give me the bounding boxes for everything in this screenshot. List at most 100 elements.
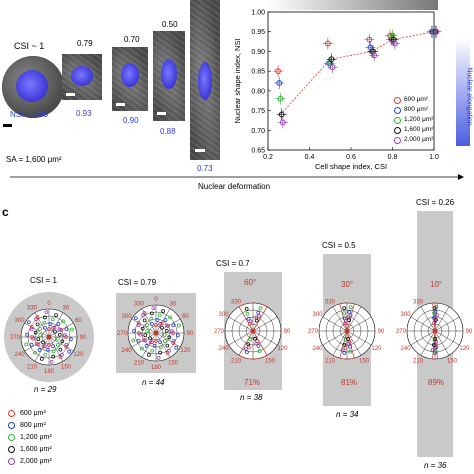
orientation-point bbox=[31, 336, 35, 341]
orientation-point bbox=[60, 339, 65, 344]
csi-label-3: 0.70 bbox=[124, 35, 140, 44]
orientation-point bbox=[342, 342, 347, 347]
orientation-point bbox=[56, 322, 61, 326]
scale-bar bbox=[116, 103, 125, 106]
orientation-point bbox=[171, 338, 176, 343]
orientation-point bbox=[431, 343, 436, 347]
orientation-point bbox=[432, 342, 437, 346]
orientation-point bbox=[63, 333, 67, 338]
polar-angle-label: 300 bbox=[15, 318, 26, 324]
polar-spoke bbox=[48, 312, 64, 338]
csi-label-c5: CSI = 0.26 bbox=[416, 198, 455, 207]
orientation-point bbox=[24, 342, 29, 347]
orientation-point bbox=[133, 316, 138, 321]
orientation-point bbox=[51, 325, 55, 330]
orientation-point bbox=[148, 336, 152, 341]
polar-angle-label: 90 bbox=[378, 329, 385, 335]
orientation-point bbox=[26, 320, 31, 325]
gradient-bar-top bbox=[268, 0, 438, 10]
orientation-point bbox=[257, 349, 262, 353]
orientation-point bbox=[245, 350, 249, 355]
orientation-point bbox=[143, 338, 148, 343]
nsi-label-2: 0.93 bbox=[76, 109, 92, 118]
y-tick-label: 0.75 bbox=[251, 108, 265, 115]
polar-angle-label: 90 bbox=[80, 335, 87, 341]
legend-label: 1,600 μm² bbox=[20, 446, 52, 453]
nuclear-elongation-label: Nuclear elongation bbox=[465, 67, 473, 126]
angle-label-4: 30° bbox=[341, 280, 354, 289]
polar-spoke bbox=[434, 306, 450, 332]
x-tick-label: 1.0 bbox=[429, 154, 439, 161]
legend-symbol bbox=[394, 127, 401, 134]
orientation-point bbox=[33, 330, 38, 335]
orientation-point bbox=[57, 327, 62, 332]
surface-area-label: SA = 1,600 μm² bbox=[6, 155, 62, 164]
polar-angle-label: 330 bbox=[134, 302, 145, 308]
orientation-point bbox=[248, 337, 253, 342]
polar-spoke bbox=[434, 316, 460, 332]
polar-center bbox=[250, 328, 256, 334]
orientation-point bbox=[47, 343, 51, 347]
polar-center bbox=[432, 328, 438, 334]
data-point bbox=[324, 40, 331, 47]
polar-angle-label: 150 bbox=[61, 364, 72, 370]
polar-angle-label: 270 bbox=[117, 331, 128, 337]
polar-angle-label: 270 bbox=[214, 329, 225, 335]
polar-spoke bbox=[34, 312, 50, 338]
y-tick-label: 0.90 bbox=[251, 49, 265, 56]
polar-spoke bbox=[252, 330, 278, 346]
polar-angle-label: 120 bbox=[73, 352, 84, 358]
orientation-point bbox=[246, 342, 251, 347]
n-label-2: n = 44 bbox=[142, 378, 165, 387]
orientation-point bbox=[344, 319, 349, 323]
data-point bbox=[328, 56, 335, 63]
orientation-point bbox=[29, 327, 34, 332]
nsi-label-3: 0.90 bbox=[123, 116, 139, 125]
orientation-point bbox=[149, 316, 154, 321]
polar-angle-label: 60 bbox=[182, 314, 189, 320]
orientation-point bbox=[348, 305, 353, 310]
data-point bbox=[389, 32, 396, 39]
legend-label: 2,000 μm² bbox=[20, 458, 52, 465]
orientation-point bbox=[257, 314, 261, 319]
scale-bar bbox=[195, 149, 205, 152]
orientation-point bbox=[434, 350, 438, 354]
polar-angle-label: 150 bbox=[168, 360, 179, 366]
orientation-point bbox=[248, 319, 253, 324]
polar-angle-label: 150 bbox=[265, 358, 276, 364]
legend-label: 600 μm² bbox=[404, 96, 428, 103]
orientation-point bbox=[163, 339, 167, 343]
orientation-point bbox=[171, 323, 176, 328]
nuclear-deformation-label: Nuclear deformation bbox=[198, 182, 271, 191]
orientation-point bbox=[258, 306, 263, 311]
nsi-label-5: 0.73 bbox=[197, 164, 213, 173]
polar-angle-label: 0 bbox=[47, 301, 51, 307]
y-tick-label: 0.70 bbox=[251, 128, 265, 135]
orientation-point bbox=[171, 341, 176, 345]
polar-spoke bbox=[346, 306, 362, 332]
orientation-point bbox=[51, 354, 56, 359]
orientation-point bbox=[158, 340, 162, 345]
polar-angle-label: 30 bbox=[170, 302, 177, 308]
polar-angle-label: 150 bbox=[359, 358, 370, 364]
orientation-point bbox=[435, 313, 439, 318]
x-axis-label: Cell shape index, CSI bbox=[315, 162, 387, 171]
orientation-point bbox=[170, 329, 174, 334]
legend-label: 800 μm² bbox=[20, 422, 46, 429]
angle-label-5: 10° bbox=[430, 280, 443, 289]
orientation-sector bbox=[339, 302, 355, 333]
polar-angle-label: 120 bbox=[180, 348, 191, 354]
orientation-point bbox=[29, 342, 34, 347]
orientation-point bbox=[48, 322, 53, 326]
polar-spoke bbox=[252, 316, 278, 332]
orientation-point bbox=[136, 321, 141, 325]
orientation-point bbox=[38, 333, 43, 338]
orientation-point bbox=[140, 326, 145, 331]
nsi-vs-csi-chart: 0.65 0.70 0.75 0.80 0.85 0.90 0.95 1.00 0.2 0.4 0.… bbox=[233, 10, 442, 171]
polar-angle-label: 330 bbox=[231, 300, 242, 306]
orientation-point bbox=[141, 313, 145, 318]
orientation-point bbox=[246, 316, 251, 321]
orientation-point bbox=[342, 350, 347, 355]
